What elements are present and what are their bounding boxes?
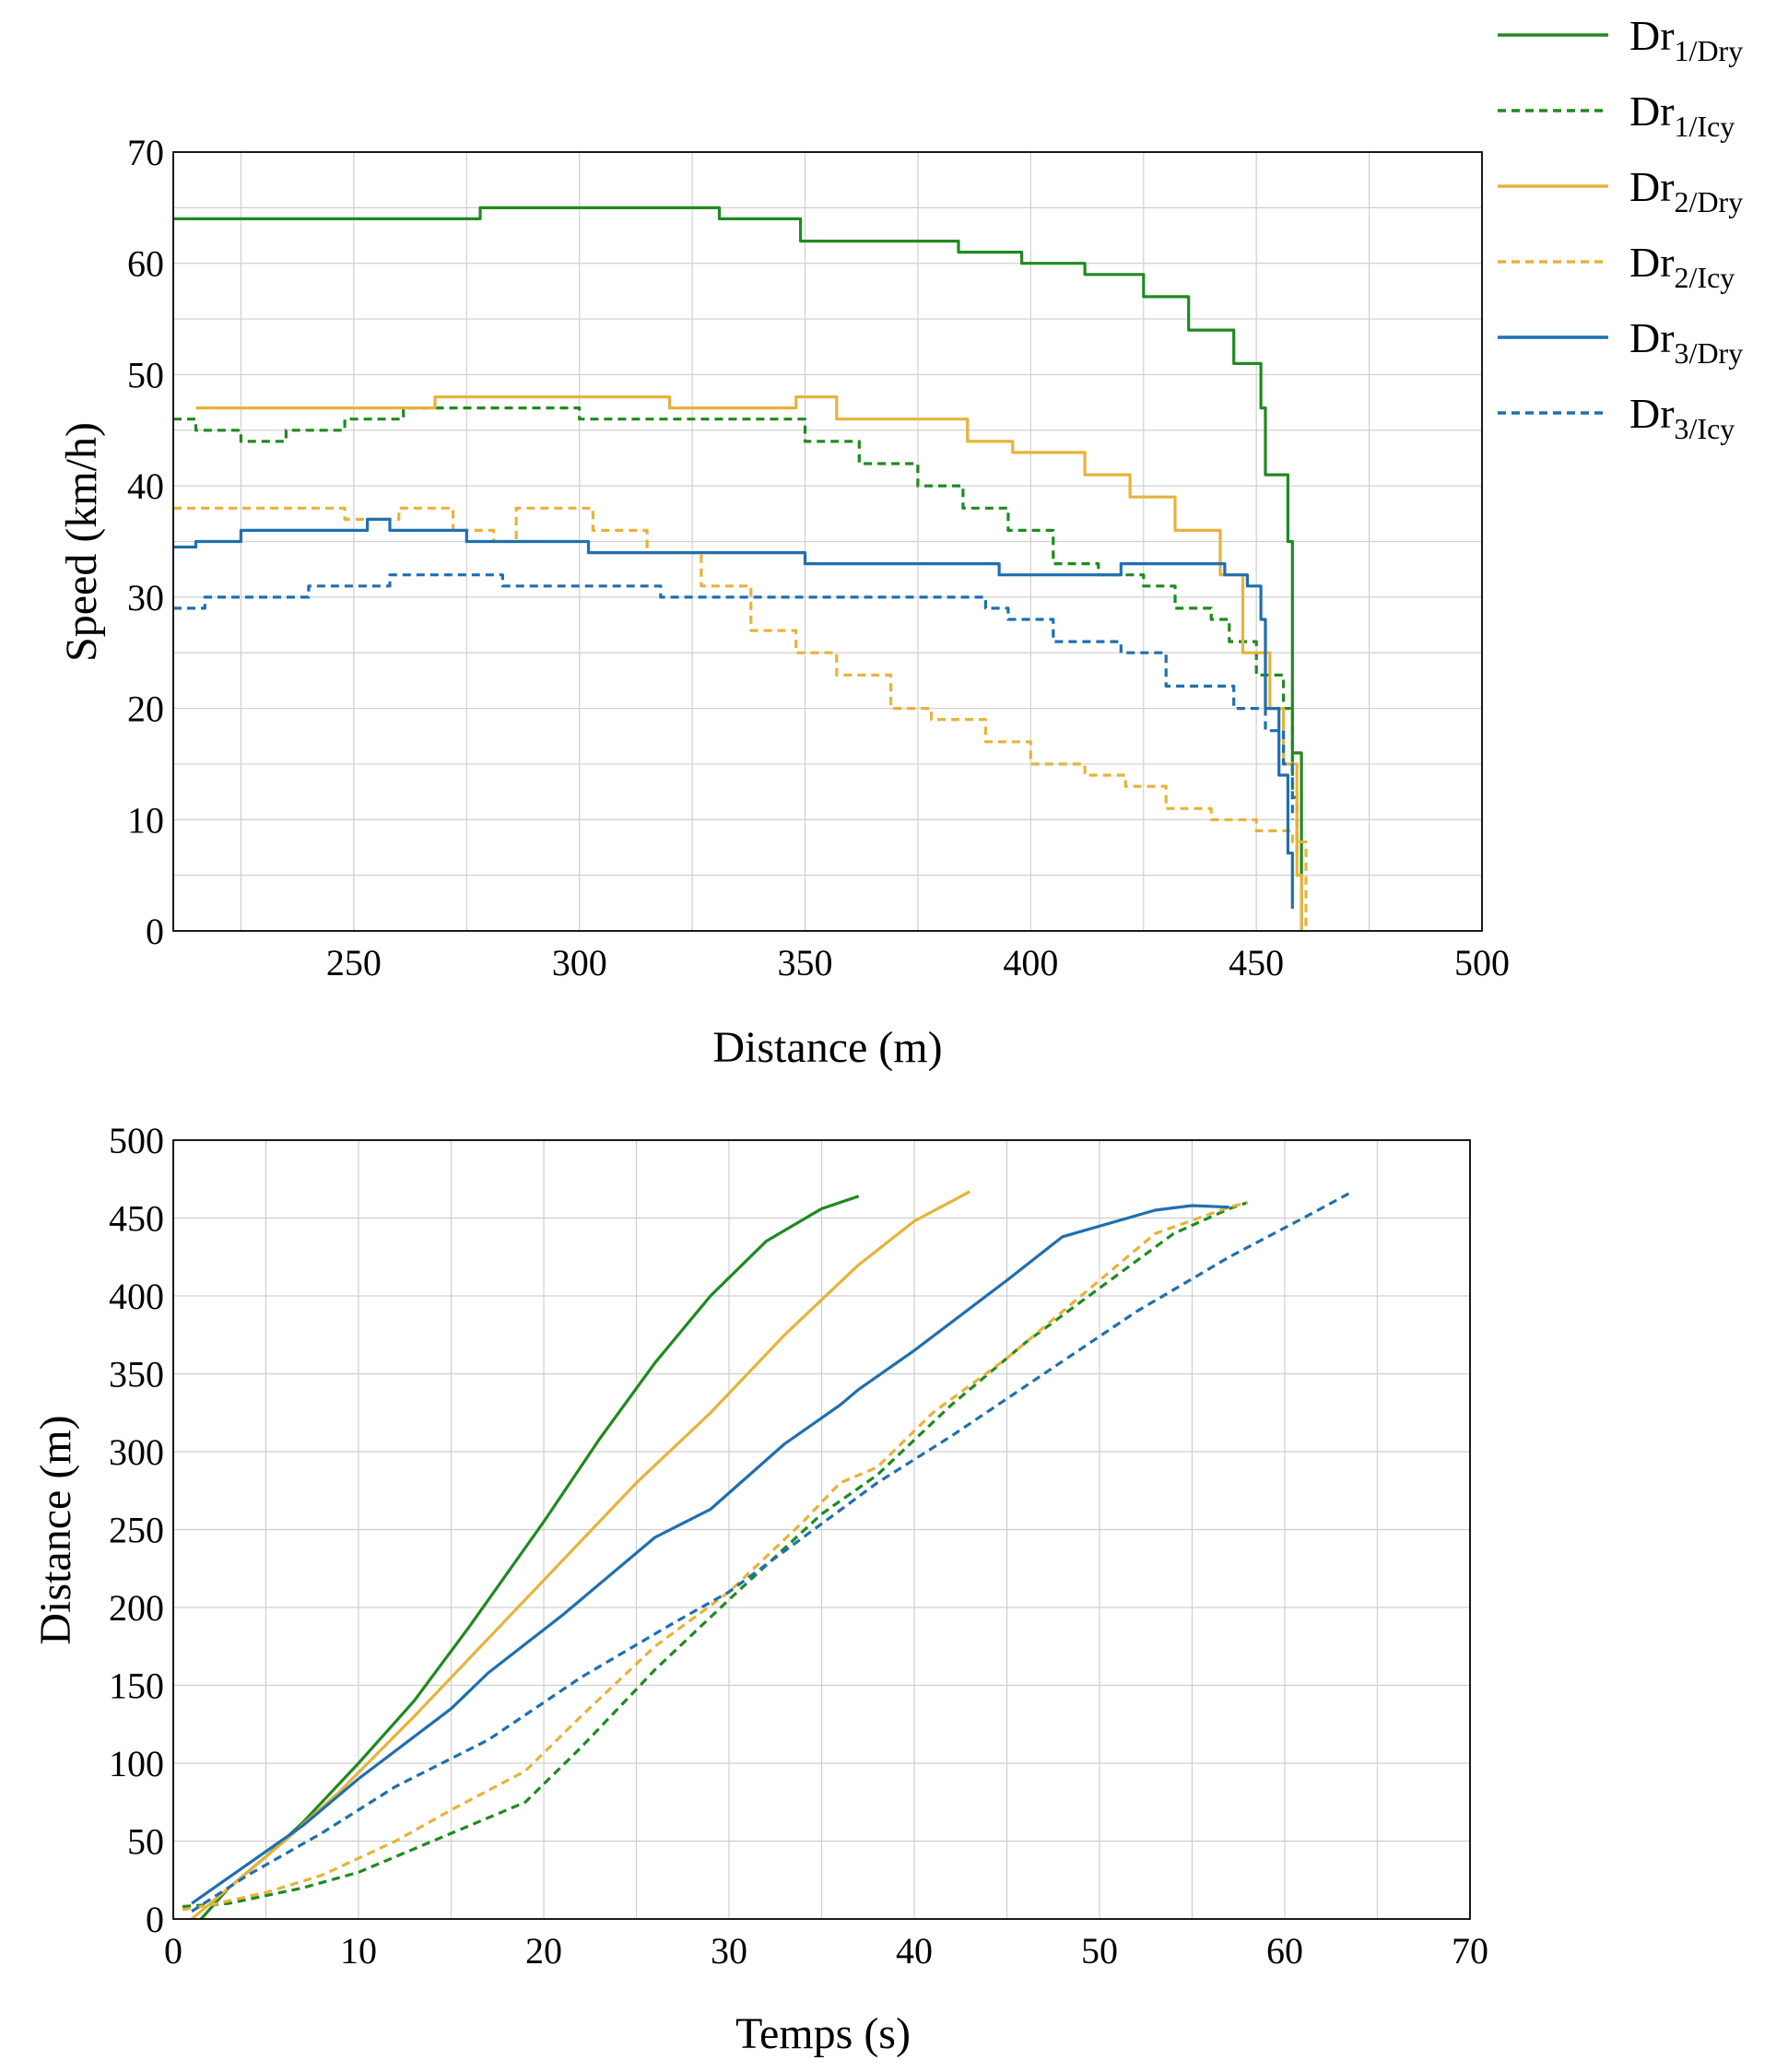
legend-main-dr2dry: Dr <box>1629 163 1675 210</box>
speed-ytick-label: 60 <box>127 243 164 285</box>
distance-gridlines <box>173 1140 1470 1919</box>
speed-xlabel: Distance (m) <box>712 1023 942 1072</box>
distance-ytick-label: 200 <box>109 1587 164 1629</box>
distance-ytick-label: 350 <box>109 1354 164 1395</box>
legend-main-dr3icy: Dr <box>1629 390 1675 437</box>
distance-xtick-label: 20 <box>525 1930 562 1972</box>
legend-label-dr3icy: Dr3/Icy <box>1629 390 1735 445</box>
legend-sub-dr2dry: 2/Dry <box>1675 185 1744 218</box>
legend-main-dr1dry: Dr <box>1629 12 1675 59</box>
distance-xtick-label: 40 <box>896 1930 933 1972</box>
distance-ytick-label: 100 <box>109 1743 164 1784</box>
legend-label-dr1icy: Dr1/Icy <box>1629 88 1735 143</box>
legend-main-dr3dry: Dr <box>1629 314 1675 361</box>
distance-series-dr3dry <box>191 1204 1229 1905</box>
legend-label-dr2dry: Dr2/Dry <box>1629 163 1743 218</box>
speed-xtick-label: 350 <box>778 942 833 983</box>
speed-series-dr1dry <box>173 206 1303 931</box>
speed-xtick-label: 400 <box>1003 942 1058 983</box>
legend-sub-dr1dry: 1/Dry <box>1675 34 1744 67</box>
distance-series-dr1dry <box>200 1195 860 1919</box>
distance-ytick-label: 400 <box>109 1276 164 1317</box>
distance-plot-frame <box>172 1139 1471 1920</box>
distance-series-dr2dry <box>191 1190 971 1919</box>
speed-xtick-label: 450 <box>1229 942 1284 983</box>
distance-ytick-label: 300 <box>109 1431 164 1473</box>
legend-sub-dr3icy: 3/Icy <box>1675 412 1735 445</box>
speed-ytick-label: 10 <box>127 799 164 841</box>
distance-ytick-label: 0 <box>146 1899 164 1940</box>
speed-plot-frame <box>172 151 1483 932</box>
distance-chart: 0 10 20 30 40 50 60 70 0 50 100 150 200 250 300 350 400 4… <box>31 1120 1488 2058</box>
distance-ytick-label: 500 <box>109 1120 164 1161</box>
legend-sub-dr2icy: 2/Icy <box>1675 261 1735 294</box>
legend-main-dr2icy: Dr <box>1629 239 1675 286</box>
speed-series-dr1icy <box>173 406 1299 854</box>
legend: Dr1/DryDr1/IcyDr2/DryDr2/IcyDr3/DryDr3/I… <box>1498 12 1743 445</box>
distance-xtick-label: 30 <box>711 1930 747 1972</box>
speed-series-dr3icy <box>173 573 1294 820</box>
speed-series-dr2icy <box>173 506 1308 931</box>
distance-ytick-label: 150 <box>109 1666 164 1707</box>
distance-xtick-label: 10 <box>340 1930 377 1972</box>
distance-xtick-label: 70 <box>1452 1930 1488 1972</box>
distance-xtick-label: 50 <box>1081 1930 1118 1972</box>
distance-series-dr1icy <box>182 1201 1249 1909</box>
speed-xtick-label: 500 <box>1454 942 1510 983</box>
speed-xtick-label: 300 <box>552 942 607 983</box>
speed-xtick-label: 250 <box>326 942 382 983</box>
distance-ytick-label: 450 <box>109 1198 164 1240</box>
speed-series-dr3dry <box>173 517 1294 909</box>
legend-label-dr3dry: Dr3/Dry <box>1629 314 1743 370</box>
speed-tick-labels: 250 300 350 400 450 500 0 10 20 30 40 50 60 70 <box>127 132 1510 983</box>
speed-series-dr2dry <box>195 395 1303 931</box>
legend-sub-dr3dry: 3/Dry <box>1675 336 1744 370</box>
distance-xlabel: Temps (s) <box>735 2009 911 2058</box>
speed-ylabel: Speed (km/h) <box>57 422 106 662</box>
distance-series-group <box>182 1190 1351 1919</box>
speed-ytick-label: 30 <box>127 577 164 618</box>
distance-series-dr2icy <box>182 1201 1249 1912</box>
distance-ylabel: Distance (m) <box>31 1415 80 1644</box>
speed-ytick-label: 20 <box>127 689 164 730</box>
speed-ytick-label: 40 <box>127 465 164 507</box>
legend-sub-dr1icy: 1/Icy <box>1675 110 1735 143</box>
distance-series-dr3icy <box>191 1192 1351 1913</box>
distance-ytick-label: 250 <box>109 1510 164 1551</box>
speed-ytick-label: 70 <box>127 132 164 173</box>
speed-gridlines <box>173 152 1482 931</box>
legend-label-dr1dry: Dr1/Dry <box>1629 12 1743 67</box>
distance-xtick-label: 0 <box>164 1930 182 1972</box>
speed-ytick-label: 0 <box>146 911 164 952</box>
distance-ytick-label: 50 <box>127 1821 164 1863</box>
distance-xtick-label: 60 <box>1266 1930 1303 1972</box>
speed-series-group <box>173 206 1308 931</box>
speed-ytick-label: 50 <box>127 354 164 395</box>
distance-tick-labels: 0 10 20 30 40 50 60 70 0 50 100 150 200 250 300 350 400 4… <box>109 1120 1488 1972</box>
legend-main-dr1icy: Dr <box>1629 88 1675 135</box>
speed-chart: 250 300 350 400 450 500 0 10 20 30 40 50 60 70 Distan… <box>57 132 1510 1072</box>
legend-label-dr2icy: Dr2/Icy <box>1629 239 1735 294</box>
